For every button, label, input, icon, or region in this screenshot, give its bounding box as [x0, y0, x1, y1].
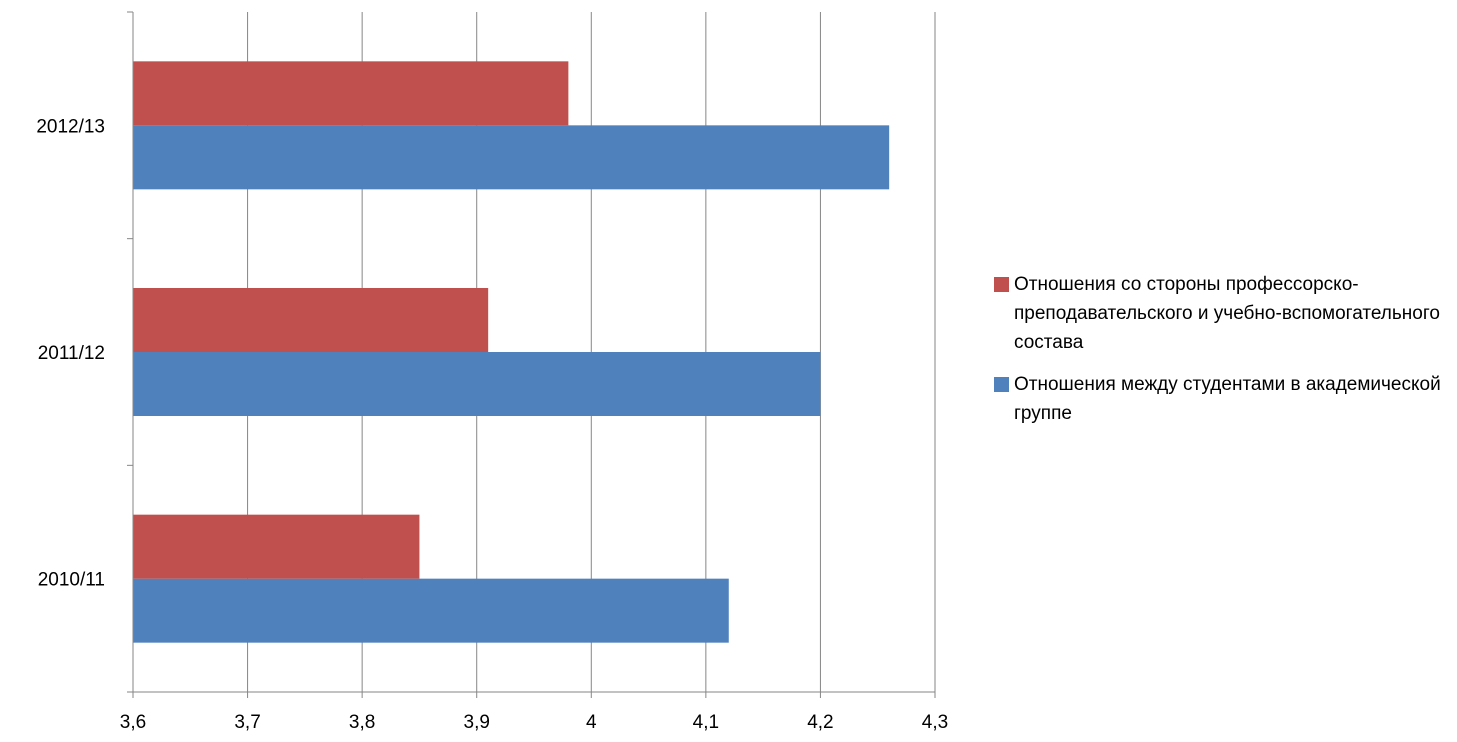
axes: [127, 11, 936, 698]
x-tick-labels: 3,6 3,7 3,8 3,9 4 4,1 4,2 4,3: [120, 712, 948, 733]
x-tick-label: 3,6: [120, 712, 146, 733]
x-tick-label: 3,7: [234, 712, 260, 733]
legend-item-staff-relations: Отношения со стороны профессорско-препод…: [994, 270, 1454, 357]
legend-label-student-relations: Отношения между студентами в академическ…: [1014, 374, 1441, 424]
legend-swatch-blue: [994, 377, 1009, 392]
y-tick-label: 2012/13: [36, 116, 105, 137]
x-tick-label: 4,1: [693, 712, 719, 733]
bar-staff-2010-11: [133, 514, 420, 579]
legend-label-staff-relations: Отношения со стороны профессорско-препод…: [1014, 274, 1440, 353]
bar-student-2012-13: [133, 125, 890, 190]
bar-staff-2011-12: [133, 288, 489, 352]
legend-item-student-relations: Отношения между студентами в академическ…: [994, 370, 1454, 428]
x-tick-label: 3,8: [349, 712, 375, 733]
bars: [133, 61, 890, 643]
x-tick-label: 4,2: [807, 712, 833, 733]
y-tick-label: 2011/12: [38, 343, 105, 364]
bar-student-2010-11: [133, 578, 729, 643]
y-tick-label: 2010/11: [38, 570, 105, 591]
x-tick-label: 3,9: [464, 712, 490, 733]
bar-student-2011-12: [133, 352, 821, 416]
x-tick-label: 4: [586, 712, 597, 733]
bar-staff-2012-13: [133, 61, 569, 126]
y-tick-labels: 2010/11 2011/12 2012/13: [36, 116, 105, 590]
legend: Отношения со стороны профессорско-препод…: [994, 270, 1454, 441]
legend-swatch-red: [994, 277, 1009, 292]
x-tick-label: 4,3: [922, 712, 948, 733]
